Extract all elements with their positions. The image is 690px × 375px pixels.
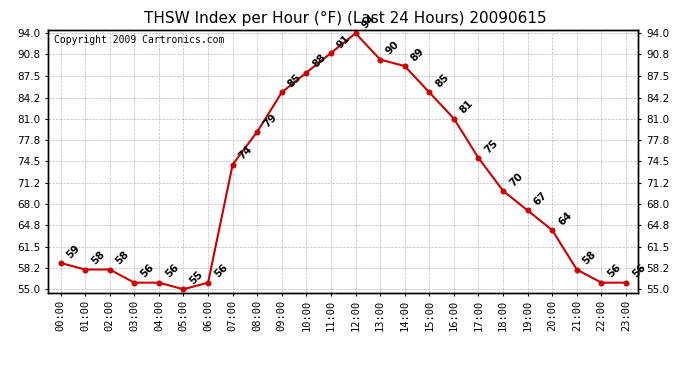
Text: 90: 90 bbox=[384, 39, 402, 57]
Text: 56: 56 bbox=[163, 262, 180, 280]
Text: 55: 55 bbox=[188, 269, 205, 286]
Text: 64: 64 bbox=[556, 210, 574, 227]
Text: Copyright 2009 Cartronics.com: Copyright 2009 Cartronics.com bbox=[55, 35, 224, 45]
Text: 81: 81 bbox=[458, 99, 475, 116]
Text: 79: 79 bbox=[262, 112, 279, 129]
Text: 89: 89 bbox=[409, 46, 426, 63]
Text: 85: 85 bbox=[433, 72, 451, 90]
Text: 94: 94 bbox=[359, 13, 377, 30]
Text: 85: 85 bbox=[286, 72, 304, 90]
Text: 56: 56 bbox=[630, 262, 647, 280]
Text: 58: 58 bbox=[581, 249, 598, 267]
Text: 74: 74 bbox=[237, 144, 255, 162]
Text: 91: 91 bbox=[335, 33, 353, 50]
Text: 56: 56 bbox=[213, 262, 230, 280]
Text: 56: 56 bbox=[606, 262, 623, 280]
Text: 56: 56 bbox=[139, 262, 156, 280]
Text: 67: 67 bbox=[532, 190, 549, 208]
Text: 59: 59 bbox=[65, 243, 82, 260]
Text: 75: 75 bbox=[482, 138, 500, 155]
Text: 58: 58 bbox=[89, 249, 107, 267]
Text: 88: 88 bbox=[310, 53, 328, 70]
Text: THSW Index per Hour (°F) (Last 24 Hours) 20090615: THSW Index per Hour (°F) (Last 24 Hours)… bbox=[144, 11, 546, 26]
Text: 58: 58 bbox=[114, 249, 131, 267]
Text: 70: 70 bbox=[507, 171, 524, 188]
